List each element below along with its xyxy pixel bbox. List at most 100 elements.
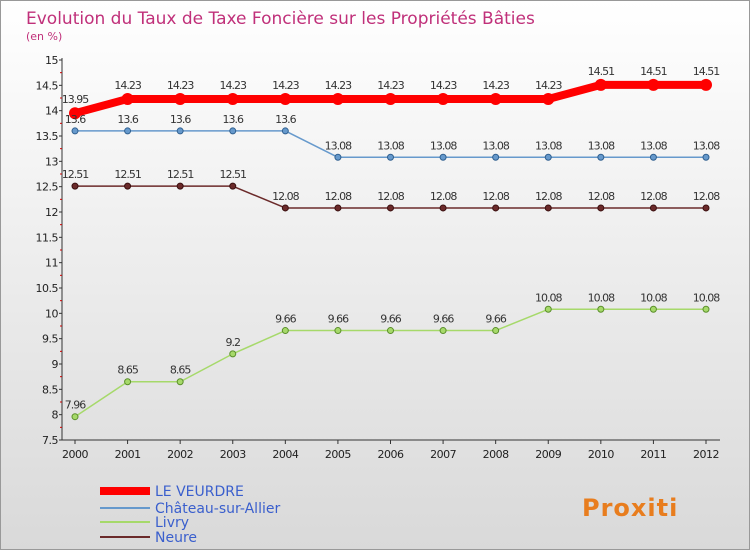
y-tick-label: 8.5: [42, 383, 58, 396]
data-point: [334, 327, 342, 335]
y-tick-label: 7.5: [42, 434, 58, 447]
data-point: [700, 78, 712, 91]
data-point: [71, 182, 79, 190]
data-label: 12.51: [167, 168, 194, 181]
data-label: 9.66: [275, 313, 296, 326]
data-label: 13.95: [62, 93, 89, 106]
data-point: [594, 78, 607, 91]
legend-label: Livry: [155, 515, 189, 531]
data-point: [647, 78, 660, 91]
data-point: [226, 93, 239, 106]
data-label: 12.51: [62, 168, 89, 181]
data-label: 12.08: [430, 190, 457, 203]
data-point: [229, 127, 237, 135]
x-tick-label: 2012: [693, 448, 719, 461]
legend-label: Château-sur-Allier: [155, 501, 280, 517]
proxiti-logo-text: Proxiti: [582, 494, 678, 522]
x-tick-label: 2000: [62, 448, 88, 461]
data-point: [597, 305, 605, 313]
y-tick-label: 13.5: [36, 130, 59, 143]
y-tick-label: 9: [52, 358, 59, 371]
data-point: [176, 378, 184, 386]
data-label: 13.6: [170, 113, 191, 126]
data-label: 13.08: [325, 139, 352, 152]
data-label: 13.08: [693, 139, 720, 152]
data-point: [334, 153, 342, 161]
data-label: 14.23: [535, 79, 562, 92]
data-label: 14.51: [588, 65, 615, 78]
data-point: [331, 93, 344, 106]
data-label: 12.08: [588, 190, 615, 203]
data-label: 13.6: [117, 113, 138, 126]
data-label: 9.66: [485, 313, 506, 326]
data-label: 12.08: [535, 190, 562, 203]
data-label: 9.66: [328, 313, 349, 326]
data-label: 12.08: [693, 190, 720, 203]
x-tick-label: 2006: [378, 448, 404, 461]
data-label: 12.08: [272, 190, 299, 203]
data-label: 14.23: [220, 79, 247, 92]
data-label: 13.6: [65, 113, 86, 126]
legend-label: LE VEURDRE: [155, 484, 244, 500]
data-point: [176, 127, 184, 135]
data-label: 12.08: [482, 190, 509, 203]
data-label: 14.23: [430, 79, 457, 92]
data-label: 12.08: [640, 190, 667, 203]
data-label: 10.08: [535, 291, 562, 304]
data-point: [124, 182, 132, 190]
data-label: 13.08: [377, 139, 404, 152]
data-label: 14.51: [693, 65, 720, 78]
data-point: [69, 107, 81, 120]
y-tick-label: 11.5: [36, 231, 59, 244]
data-point: [544, 305, 552, 313]
data-label: 14.23: [482, 79, 509, 92]
y-tick-label: 14.5: [36, 79, 59, 92]
data-label: 13.08: [640, 139, 667, 152]
x-tick-label: 2002: [167, 448, 193, 461]
data-point: [437, 93, 450, 106]
y-tick-label: 15: [45, 54, 58, 67]
data-point: [229, 182, 237, 190]
data-label: 10.08: [693, 291, 720, 304]
data-label: 10.08: [640, 291, 667, 304]
data-point: [176, 182, 184, 190]
data-point: [124, 378, 132, 386]
data-point: [702, 153, 710, 161]
data-point: [489, 93, 502, 106]
data-point: [387, 204, 394, 212]
data-point: [281, 127, 289, 135]
data-label: 9.66: [433, 313, 454, 326]
data-label: 12.51: [114, 168, 141, 181]
data-point: [649, 305, 657, 313]
data-point: [229, 350, 237, 358]
data-point: [121, 93, 134, 106]
data-label: 12.08: [325, 190, 352, 203]
data-label: 9.2: [226, 336, 241, 349]
data-point: [649, 153, 657, 161]
x-tick-label: 2005: [325, 448, 351, 461]
data-point: [281, 327, 289, 335]
data-point: [492, 327, 500, 335]
x-tick-label: 2011: [640, 448, 666, 461]
chart-title: Evolution du Taux de Taxe Foncière sur l…: [26, 9, 535, 29]
chart-subtitle: (en %): [26, 30, 62, 43]
x-tick-label: 2003: [220, 448, 246, 461]
x-tick-label: 2007: [430, 448, 456, 461]
data-point: [702, 305, 710, 313]
data-point: [439, 204, 447, 212]
data-label: 12.51: [220, 168, 247, 181]
y-tick-label: 14: [45, 105, 58, 118]
data-point: [597, 204, 605, 212]
data-label: 10.08: [588, 291, 615, 304]
data-label: 9.66: [380, 313, 401, 326]
data-point: [649, 204, 657, 212]
y-tick-label: 8: [52, 409, 59, 422]
data-label: 7.96: [65, 399, 86, 412]
data-point: [544, 204, 552, 212]
data-point: [597, 153, 605, 161]
legend-label: Neure: [155, 530, 197, 546]
data-label: 13.08: [482, 139, 509, 152]
